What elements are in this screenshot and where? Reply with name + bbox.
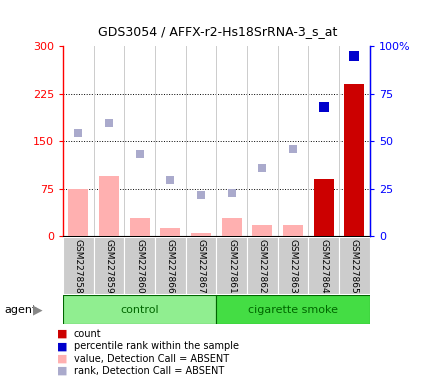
Text: control: control (120, 305, 159, 315)
Text: count: count (74, 329, 102, 339)
Text: ■: ■ (56, 329, 67, 339)
Text: GSM227861: GSM227861 (227, 238, 236, 293)
Bar (283, 225, 302, 236)
Text: GSM227860: GSM227860 (135, 238, 144, 293)
Bar (185, 237, 216, 294)
Text: GSM227866: GSM227866 (165, 238, 174, 293)
Bar (247, 237, 277, 294)
Bar (216, 237, 247, 294)
Text: GSM227865: GSM227865 (349, 238, 358, 293)
Bar (339, 237, 369, 294)
Bar (63, 295, 216, 324)
Bar (68, 189, 88, 236)
Text: GDS3054 / AFFX-r2-Hs18SrRNA-3_s_at: GDS3054 / AFFX-r2-Hs18SrRNA-3_s_at (98, 25, 336, 38)
Bar (344, 84, 364, 236)
Bar (94, 237, 124, 294)
Bar (308, 237, 339, 294)
Text: ■: ■ (56, 366, 67, 376)
Bar (216, 295, 369, 324)
Text: ■: ■ (56, 354, 67, 364)
Text: GSM227867: GSM227867 (196, 238, 205, 293)
Text: rank, Detection Call = ABSENT: rank, Detection Call = ABSENT (74, 366, 224, 376)
Text: GSM227862: GSM227862 (257, 238, 266, 293)
Text: percentile rank within the sample: percentile rank within the sample (74, 341, 238, 351)
Bar (277, 237, 308, 294)
Text: cigarette smoke: cigarette smoke (247, 305, 337, 315)
Bar (129, 218, 149, 236)
Text: GSM227863: GSM227863 (288, 238, 297, 293)
Bar (99, 176, 119, 236)
Bar (221, 218, 241, 236)
Bar (191, 233, 210, 236)
Text: agent: agent (4, 305, 36, 315)
Text: value, Detection Call = ABSENT: value, Detection Call = ABSENT (74, 354, 229, 364)
Bar (252, 225, 272, 236)
Bar (63, 237, 94, 294)
Bar (155, 237, 185, 294)
Text: GSM227859: GSM227859 (104, 238, 113, 293)
Bar (160, 228, 180, 236)
Text: ▶: ▶ (33, 303, 43, 316)
Text: GSM227864: GSM227864 (319, 238, 328, 293)
Text: GSM227858: GSM227858 (74, 238, 83, 293)
Bar (313, 179, 333, 236)
Text: ■: ■ (56, 341, 67, 351)
Bar (124, 237, 155, 294)
